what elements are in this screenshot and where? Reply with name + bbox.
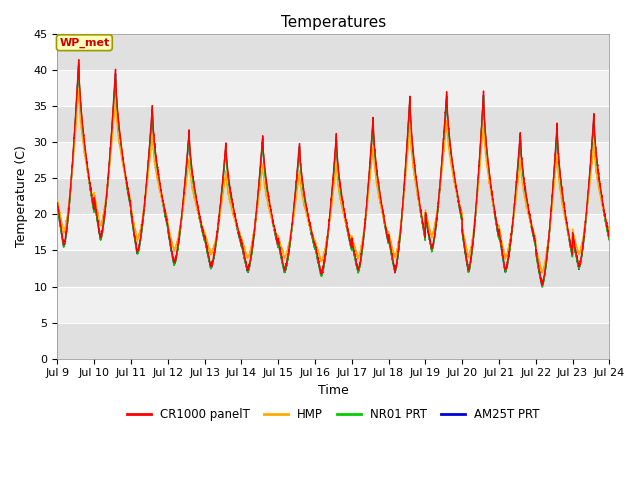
CR1000 panelT [153, 158, 161, 164]
AM25T PRT [457, 213, 465, 218]
NR01 PRT [153, 164, 161, 169]
Title: Temperatures: Temperatures [281, 15, 386, 30]
CR1000 panelT [313, 251, 321, 256]
CR1000 panelT [488, 191, 496, 196]
AM25T PRT [54, 202, 61, 207]
Bar [58, 287, 609, 323]
CR1000 panelT [538, 282, 546, 288]
NR01 PRT [75, 61, 83, 67]
HMP [605, 229, 612, 235]
AM25T PRT [75, 61, 83, 67]
NR01 PRT [457, 214, 465, 220]
CR1000 panelT [427, 238, 435, 244]
AM25T PRT [153, 162, 161, 168]
HMP [538, 270, 546, 276]
AM25T PRT [488, 196, 496, 202]
Y-axis label: Temperature (C): Temperature (C) [15, 145, 28, 247]
Bar [58, 251, 609, 287]
Bar [58, 70, 609, 106]
Bar [58, 178, 609, 215]
CR1000 panelT [75, 57, 83, 62]
CR1000 panelT [457, 211, 465, 217]
HMP [427, 229, 435, 235]
HMP [457, 208, 465, 214]
NR01 PRT [605, 237, 613, 242]
Bar [58, 106, 609, 142]
Line: HMP: HMP [58, 88, 609, 273]
Bar [58, 323, 609, 359]
HMP [153, 172, 161, 178]
NR01 PRT [538, 284, 546, 290]
NR01 PRT [313, 252, 321, 258]
NR01 PRT [488, 196, 496, 202]
Line: NR01 PRT: NR01 PRT [58, 64, 609, 287]
Bar [58, 34, 609, 70]
Line: AM25T PRT: AM25T PRT [58, 64, 609, 287]
CR1000 panelT [605, 233, 612, 239]
Bar [58, 215, 609, 251]
AM25T PRT [313, 253, 321, 259]
AM25T PRT [605, 235, 612, 241]
NR01 PRT [54, 204, 61, 209]
NR01 PRT [427, 241, 435, 247]
AM25T PRT [538, 284, 546, 289]
Text: WP_met: WP_met [60, 37, 109, 48]
Bar [58, 142, 609, 178]
Line: CR1000 panelT: CR1000 panelT [58, 60, 609, 285]
HMP [313, 244, 321, 250]
CR1000 panelT [605, 235, 613, 240]
HMP [75, 85, 83, 91]
CR1000 panelT [54, 200, 61, 206]
AM25T PRT [427, 241, 435, 247]
NR01 PRT [605, 236, 612, 241]
Legend: CR1000 panelT, HMP, NR01 PRT, AM25T PRT: CR1000 panelT, HMP, NR01 PRT, AM25T PRT [122, 404, 545, 426]
AM25T PRT [605, 237, 613, 242]
X-axis label: Time: Time [318, 384, 349, 397]
HMP [54, 196, 61, 202]
HMP [488, 199, 496, 204]
HMP [605, 230, 613, 236]
